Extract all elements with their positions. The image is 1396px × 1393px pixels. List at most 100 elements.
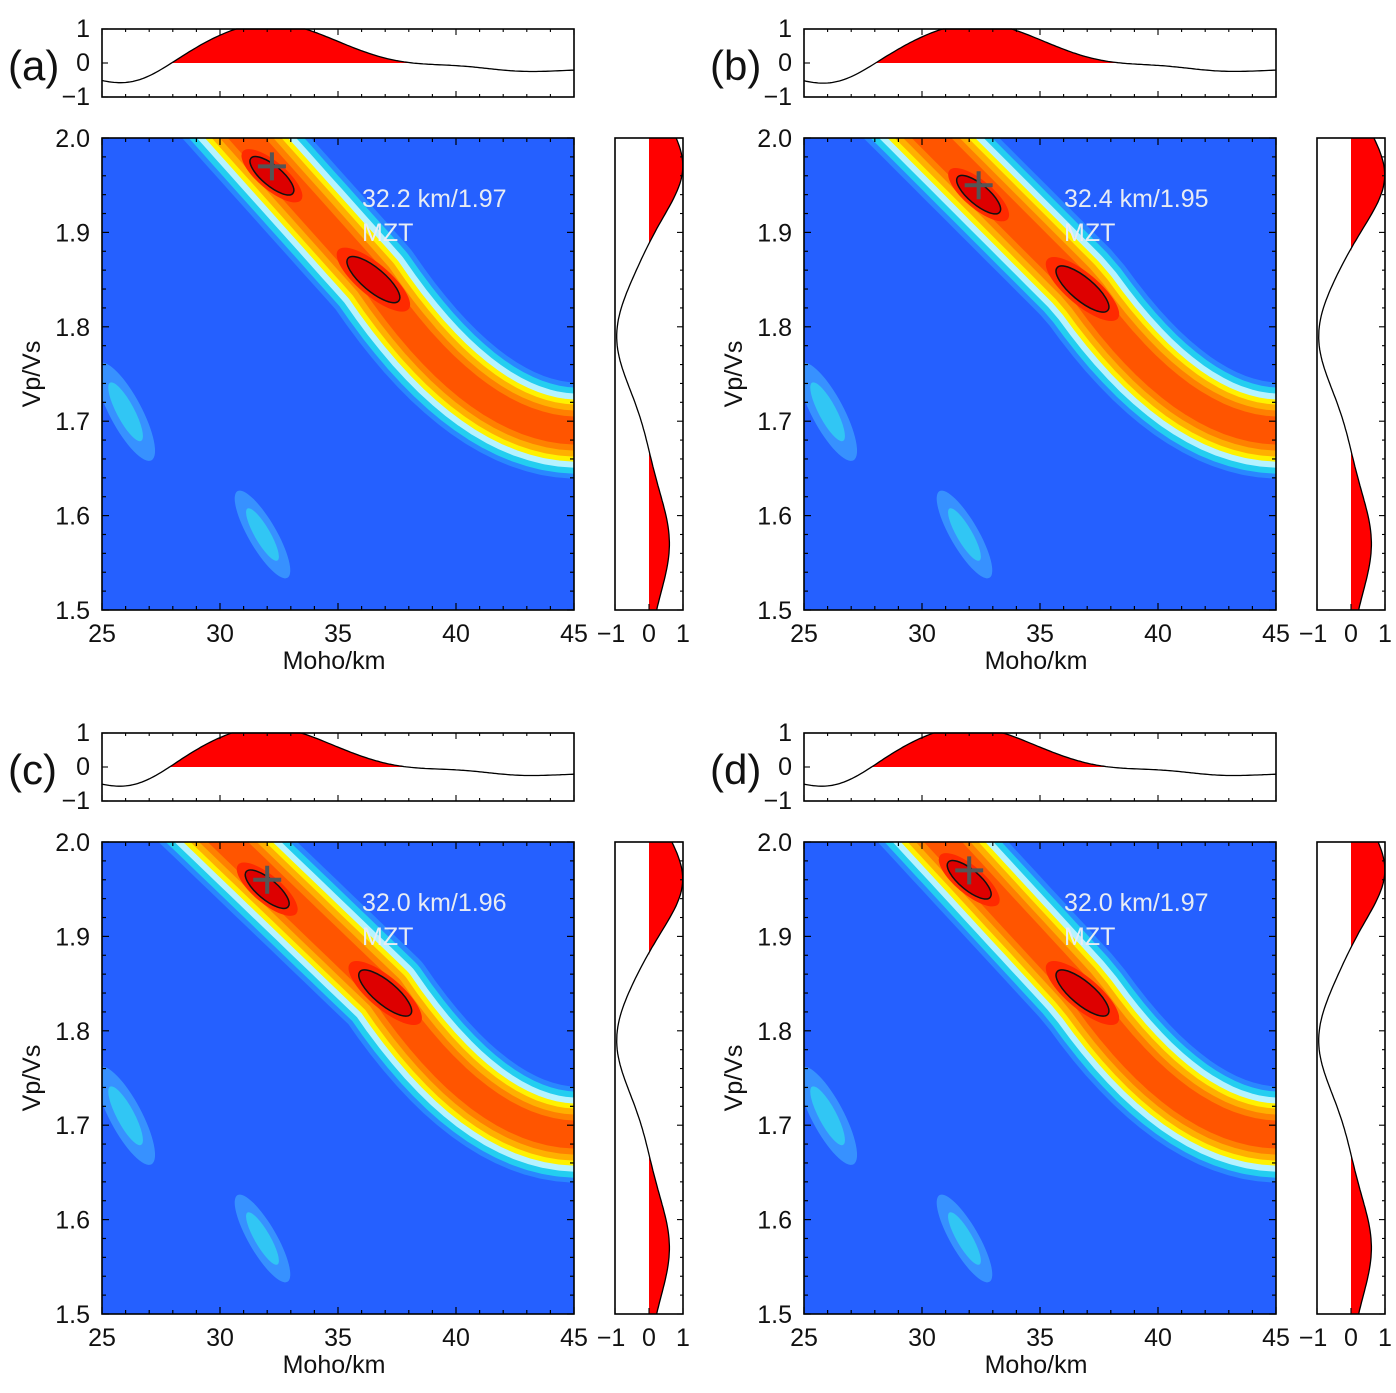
y-tick-label: 1.6 xyxy=(757,1207,792,1235)
y-tick-label: 1.8 xyxy=(55,1018,90,1046)
stack-contours xyxy=(804,842,1276,1283)
side-trace-positive-fill xyxy=(1351,842,1385,1314)
side-lobe-core-2 xyxy=(948,1212,981,1265)
y-tick-label: 2.0 xyxy=(55,125,90,153)
top-trace-positive-fill xyxy=(804,733,1276,767)
x-tick-label: 35 xyxy=(324,620,352,648)
y-axis-title: Vp/Vs xyxy=(720,1045,748,1112)
x-axis-title: Moho/km xyxy=(985,1351,1088,1379)
side-trace-x-label: 0 xyxy=(1344,1324,1358,1352)
top-trace-positive-fill xyxy=(102,29,574,63)
side-trace-x-label: −1 xyxy=(597,1324,626,1352)
x-tick-label: 45 xyxy=(560,1324,588,1352)
top-trace-y-label: 1 xyxy=(778,719,792,747)
side-trace-x-label: 0 xyxy=(1344,620,1358,648)
y-tick-label: 2.0 xyxy=(55,829,90,857)
x-tick-label: 40 xyxy=(442,620,470,648)
top-trace-y-label: 1 xyxy=(778,15,792,43)
stack-band-7 xyxy=(227,138,574,445)
panel-a: 32.2 km/1.97 MZT 25 30 35 40 45 1.5 1.6 1.7 1.8 1.9… xyxy=(8,15,690,675)
top-trace-positive-fill xyxy=(102,733,574,767)
stack-contours xyxy=(102,842,574,1283)
x-tick-label: 30 xyxy=(908,620,936,648)
y-tick-label: 1.9 xyxy=(55,923,90,951)
best-fit-cross-marker xyxy=(964,171,993,200)
side-lobe-core-1 xyxy=(810,1086,845,1146)
panel-b: 32.4 km/1.95 MZT 25 30 35 40 45 1.5 1.6 1.7 1.8 1.9… xyxy=(710,15,1392,675)
station-name: MZT xyxy=(1064,923,1115,951)
y-tick-label: 1.8 xyxy=(757,314,792,342)
best-fit-cross-marker xyxy=(253,865,282,894)
y-tick-label: 1.7 xyxy=(757,1112,792,1140)
side-trace-x-label: 1 xyxy=(676,1324,690,1352)
x-tick-label: 45 xyxy=(1262,1324,1290,1352)
y-axis-title: Vp/Vs xyxy=(18,1045,46,1112)
top-trace-y-label: −1 xyxy=(763,787,792,815)
top-trace-y-label: 0 xyxy=(778,49,792,77)
x-tick-label: 25 xyxy=(790,1324,818,1352)
x-tick-label: 45 xyxy=(1262,620,1290,648)
x-tick-label: 30 xyxy=(206,1324,234,1352)
side-lobe-core-1 xyxy=(108,382,143,442)
x-tick-label: 35 xyxy=(1026,620,1054,648)
side-trace-x-label: 1 xyxy=(1378,1324,1392,1352)
top-trace-line xyxy=(803,28,1277,84)
x-tick-label: 30 xyxy=(206,620,234,648)
top-trace-line xyxy=(101,28,574,84)
side-lobe-core-1 xyxy=(810,382,845,442)
station-name: MZT xyxy=(362,219,413,247)
x-tick-label: 25 xyxy=(88,620,116,648)
top-trace-y-label: −1 xyxy=(61,83,90,111)
y-tick-label: 1.7 xyxy=(55,408,90,436)
station-name: MZT xyxy=(1064,219,1115,247)
secondary-peak xyxy=(1055,265,1110,313)
y-tick-label: 1.5 xyxy=(757,1301,792,1329)
y-tick-label: 1.9 xyxy=(757,219,792,247)
x-tick-label: 25 xyxy=(790,620,818,648)
y-tick-label: 1.5 xyxy=(55,1301,90,1329)
stack-contours xyxy=(102,138,574,579)
side-trace-line xyxy=(616,841,684,1315)
top-trace-y-label: 0 xyxy=(76,753,90,781)
y-tick-label: 1.6 xyxy=(55,1207,90,1235)
y-tick-label: 1.5 xyxy=(55,597,90,625)
best-fit-annotation: 32.0 km/1.97 xyxy=(1064,889,1209,917)
secondary-peak xyxy=(346,255,401,304)
best-fit-annotation: 32.4 km/1.95 xyxy=(1064,185,1209,213)
y-tick-label: 1.5 xyxy=(757,597,792,625)
secondary-peak xyxy=(1055,969,1110,1017)
side-trace-positive-fill xyxy=(649,138,683,610)
side-trace-x-label: 1 xyxy=(676,620,690,648)
side-trace-x-label: −1 xyxy=(597,620,626,648)
x-tick-label: 35 xyxy=(324,1324,352,1352)
y-axis-title: Vp/Vs xyxy=(18,341,46,408)
side-trace-x-label: 1 xyxy=(1378,620,1392,648)
y-tick-label: 1.8 xyxy=(757,1018,792,1046)
side-lobe-core-2 xyxy=(246,1212,279,1265)
side-trace-line xyxy=(1318,137,1386,611)
y-tick-label: 1.7 xyxy=(55,1112,90,1140)
y-tick-label: 2.0 xyxy=(757,829,792,857)
top-trace-line xyxy=(803,732,1277,787)
top-trace-y-label: 0 xyxy=(778,753,792,781)
side-trace-x-label: −1 xyxy=(1299,620,1328,648)
side-lobe-core-2 xyxy=(948,508,981,561)
side-trace-x-label: 0 xyxy=(642,620,656,648)
x-tick-label: 40 xyxy=(1144,620,1172,648)
stack-contours xyxy=(804,138,1276,579)
best-fit-annotation: 32.0 km/1.96 xyxy=(362,889,507,917)
x-tick-label: 30 xyxy=(908,1324,936,1352)
side-trace-x-label: 0 xyxy=(642,1324,656,1352)
x-tick-label: 45 xyxy=(560,620,588,648)
side-trace-positive-fill xyxy=(649,842,683,1314)
side-lobe-core-2 xyxy=(246,508,279,561)
x-axis-title: Moho/km xyxy=(283,647,386,675)
station-name: MZT xyxy=(362,923,413,951)
side-trace-line xyxy=(1318,841,1386,1315)
side-trace-positive-fill xyxy=(1351,138,1385,610)
panel-label: (c) xyxy=(8,746,57,793)
top-trace-y-label: 0 xyxy=(76,49,90,77)
panel-label: (b) xyxy=(710,42,761,89)
panel-c: 32.0 km/1.96 MZT 25 30 35 40 45 1.5 1.6 1.7 1.8 1.9… xyxy=(8,719,690,1379)
